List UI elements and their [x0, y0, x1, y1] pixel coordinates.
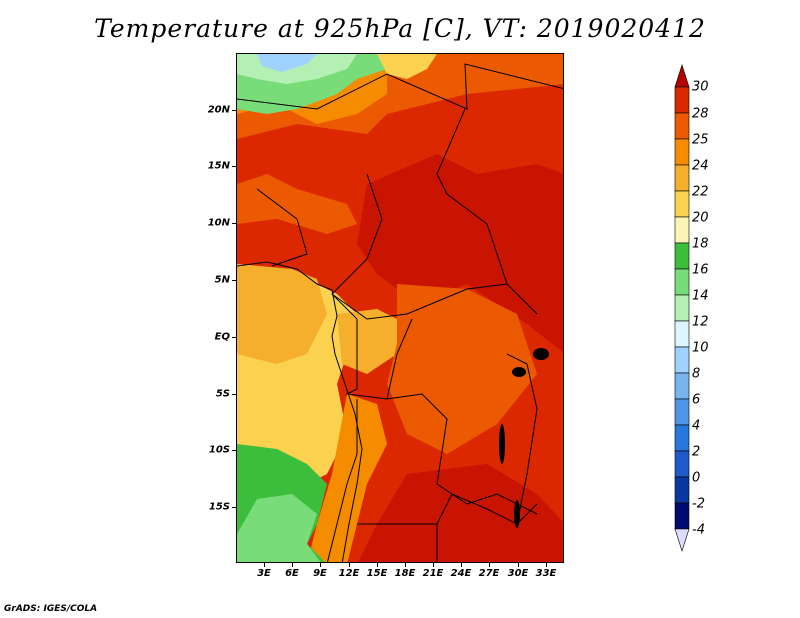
colorbar-box — [674, 164, 690, 192]
coastline — [237, 261, 363, 562]
lon-tick — [349, 563, 350, 567]
colorbar-box — [674, 216, 690, 244]
lon-label-21e: 21E — [422, 568, 444, 579]
colorbar-label: 28 — [692, 106, 709, 122]
lon-label-27e: 27E — [478, 568, 500, 579]
lat-label-15s: 15S — [208, 501, 230, 513]
lat-tick — [232, 450, 236, 451]
lat-label-10s: 10S — [208, 444, 230, 456]
map-title: Temperature at 925hPa [C], VT: 201902041… — [94, 14, 706, 43]
field-congo-amber — [337, 309, 407, 374]
colorbar-label: 24 — [692, 158, 709, 174]
colorbar-label: 18 — [692, 236, 709, 252]
lat-label-20n: 20N — [207, 104, 230, 116]
colorbar-label: 10 — [692, 340, 709, 356]
lat-label-5s: 5S — [215, 388, 230, 400]
footer-credit: GrADS: IGES/COLA — [4, 604, 98, 614]
colorbar-label: 30 — [692, 79, 709, 95]
colorbar-box — [674, 294, 690, 322]
lat-tick — [232, 223, 236, 224]
lon-tick — [433, 563, 434, 567]
lat-tick — [232, 110, 236, 111]
lon-tick — [489, 563, 490, 567]
field-south-orange — [307, 394, 387, 562]
lon-label-18e: 18E — [394, 568, 416, 579]
lat-tick — [232, 166, 236, 167]
colorbar-label: 14 — [692, 288, 709, 304]
lat-tick — [232, 337, 236, 338]
colorbar-boxes — [674, 64, 690, 552]
lon-label-24e: 24E — [450, 568, 472, 579]
lon-label-9e: 9E — [313, 568, 327, 579]
lon-tick — [461, 563, 462, 567]
colorbar-box — [674, 112, 690, 140]
colorbar-label: -2 — [692, 496, 705, 512]
field-gulf-amber — [237, 264, 327, 364]
colorbar-box — [674, 242, 690, 270]
colorbar-box — [674, 476, 690, 504]
lon-tick — [546, 563, 547, 567]
lon-label-33e: 33E — [535, 568, 557, 579]
lat-label-15n: 15N — [207, 160, 230, 172]
lon-label-3e: 3E — [257, 568, 271, 579]
lon-label-6e: 6E — [285, 568, 299, 579]
colorbar — [674, 64, 690, 552]
colorbar-box — [674, 320, 690, 348]
colorbar-label: 8 — [692, 366, 701, 382]
colorbar-box — [674, 138, 690, 166]
lon-label-12e: 12E — [338, 568, 360, 579]
lon-tick — [405, 563, 406, 567]
colorbar-box — [674, 268, 690, 296]
colorbar-box — [674, 502, 690, 530]
colorbar-label: -4 — [692, 522, 705, 538]
colorbar-box — [674, 450, 690, 478]
colorbar-bottom-triangle — [674, 528, 690, 552]
lat-label-5n: 5N — [214, 274, 230, 286]
colorbar-label: 20 — [692, 210, 709, 226]
country-borders — [237, 63, 563, 562]
lat-tick — [232, 280, 236, 281]
field-congo-orange — [387, 284, 537, 454]
colorbar-top-triangle — [674, 64, 690, 88]
colorbar-box — [674, 86, 690, 114]
colorbar-label: 12 — [692, 314, 709, 330]
colorbar-box — [674, 346, 690, 374]
lon-tick — [518, 563, 519, 567]
colorbar-box — [674, 190, 690, 218]
colorbar-box — [674, 424, 690, 452]
colorbar-label: 16 — [692, 262, 709, 278]
lat-label-eq: EQ — [214, 331, 230, 343]
field-west-orange — [237, 174, 357, 234]
lon-tick — [292, 563, 293, 567]
lakes — [499, 348, 549, 528]
lon-label-30e: 30E — [507, 568, 529, 579]
colorbar-label: 6 — [692, 392, 701, 408]
colorbar-label: 2 — [692, 444, 701, 460]
field-central-core — [357, 154, 563, 353]
field-northwest-blue — [257, 54, 317, 72]
temperature-field — [237, 54, 563, 562]
lon-label-15e: 15E — [366, 568, 388, 579]
lon-tick — [264, 563, 265, 567]
temperature-map — [236, 53, 564, 563]
lon-tick — [377, 563, 378, 567]
lat-label-10n: 10N — [207, 217, 230, 229]
lon-tick — [320, 563, 321, 567]
field-southwest-lightgreen — [237, 494, 321, 562]
field-north-yellow — [377, 54, 437, 79]
colorbar-box — [674, 372, 690, 400]
colorbar-label: 25 — [692, 132, 709, 148]
colorbar-label: 0 — [692, 470, 701, 486]
lat-tick — [232, 507, 236, 508]
colorbar-label: 4 — [692, 418, 701, 434]
lat-tick — [232, 394, 236, 395]
field-south-core — [358, 464, 563, 562]
colorbar-box — [674, 398, 690, 426]
colorbar-label: 22 — [692, 184, 709, 200]
